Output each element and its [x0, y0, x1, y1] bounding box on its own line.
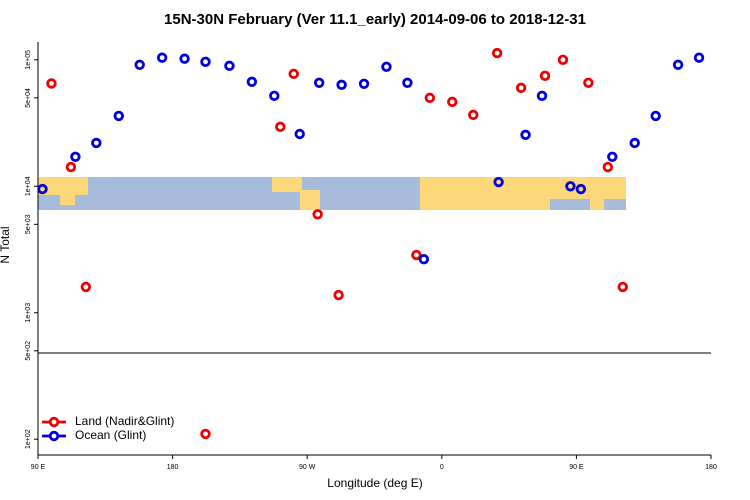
point: [113, 110, 124, 122]
point: [294, 128, 305, 140]
point: [629, 137, 640, 149]
point: [179, 53, 190, 64]
point: [224, 60, 235, 72]
point: [447, 96, 458, 108]
point: [200, 56, 211, 68]
x-tick-label: 180: [705, 464, 717, 471]
point: [313, 77, 325, 89]
point: [539, 70, 551, 82]
point: [402, 77, 413, 89]
point: [468, 109, 479, 121]
point: [65, 161, 77, 173]
y-tick-label: 5e+03: [25, 214, 32, 234]
point: [381, 61, 392, 73]
y-tick-label: 5e+04: [25, 88, 32, 108]
point: [333, 289, 344, 301]
point: [46, 78, 57, 89]
x-axis-label: Longitude (deg E): [327, 476, 422, 490]
point: [312, 209, 323, 220]
point: [650, 110, 661, 122]
point: [134, 59, 145, 71]
point: [672, 59, 684, 71]
point: [536, 90, 548, 102]
point: [575, 183, 587, 195]
point: [37, 183, 48, 195]
point: [557, 54, 569, 66]
point: [269, 90, 280, 102]
legend-marker: [48, 416, 60, 428]
point: [70, 151, 81, 163]
chart-title: 15N-30N February (Ver 11.1_early) 2014-0…: [164, 11, 586, 28]
point: [80, 281, 92, 293]
legend-marker: [48, 430, 60, 442]
y-axis-label: N Total: [0, 226, 12, 263]
point: [275, 121, 286, 133]
legend-label: Land (Nadir&Glint): [75, 414, 174, 428]
point: [288, 68, 299, 80]
point: [565, 181, 576, 192]
point: [583, 77, 594, 89]
point: [418, 254, 430, 265]
y-tick-label: 1e+05: [25, 50, 32, 70]
x-tick-label: 90 E: [31, 464, 46, 471]
y-tick-label: 1e+03: [25, 303, 32, 323]
point: [411, 249, 422, 261]
point: [91, 137, 102, 149]
map-strip: [38, 177, 626, 210]
x-tick-label: 90 E: [569, 464, 584, 471]
point: [515, 82, 527, 94]
point: [607, 151, 618, 163]
y-tick-label: 1e+02: [25, 429, 32, 449]
point: [520, 129, 531, 141]
point: [358, 78, 370, 90]
point: [424, 92, 436, 104]
point: [493, 176, 504, 188]
point: [246, 76, 258, 88]
point: [200, 428, 211, 440]
legend-label: Ocean (Glint): [75, 428, 146, 442]
point: [336, 79, 347, 91]
point: [693, 52, 705, 63]
point: [491, 47, 503, 59]
point: [156, 52, 168, 63]
y-tick-label: 1e+04: [25, 176, 32, 196]
point: [617, 281, 628, 293]
x-tick-label: 90 W: [299, 464, 316, 471]
x-tick-label: 0: [440, 464, 444, 471]
x-tick-label: 180: [167, 464, 179, 471]
y-tick-label: 5e+02: [25, 341, 32, 361]
point: [602, 161, 614, 173]
